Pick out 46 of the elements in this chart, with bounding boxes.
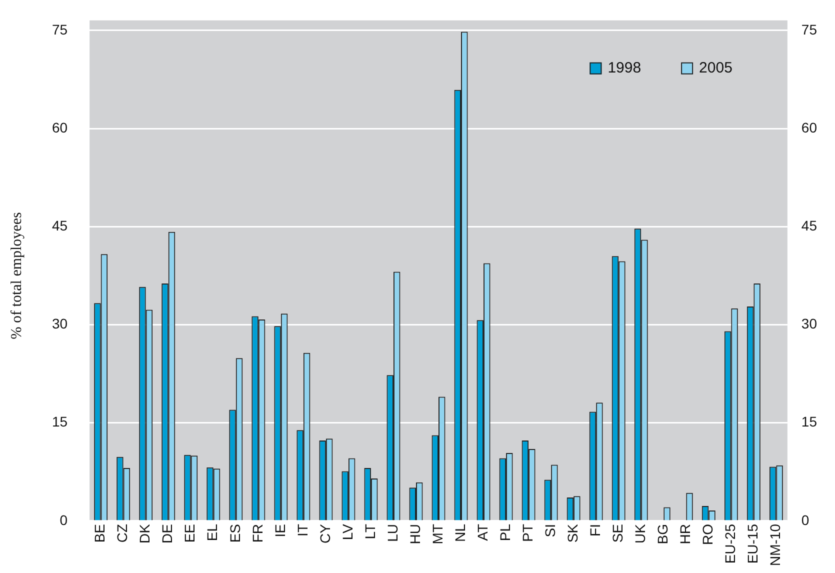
x-tick-label: LU xyxy=(384,524,400,542)
x-tick-label: PT xyxy=(519,524,536,542)
x-tick-label: RO xyxy=(699,524,716,545)
x-tick-label: AT xyxy=(474,524,490,541)
y2-tick-label: 0 xyxy=(801,512,810,528)
y2-tick-label: 60 xyxy=(801,119,818,136)
y-tick-label: 45 xyxy=(52,217,68,234)
x-tick-label: DK xyxy=(136,523,153,544)
x-tick-label: EU-15 xyxy=(744,524,761,564)
x-tick-label: EL xyxy=(204,524,220,542)
y-tick-label: 60 xyxy=(52,119,68,136)
x-tick-label: UK xyxy=(632,523,648,544)
x-tick-label: PL xyxy=(496,524,513,542)
y2-tick-label: 15 xyxy=(801,414,818,430)
y-tick-label: 0 xyxy=(60,512,68,528)
legend-label: 2005 xyxy=(699,60,732,77)
x-tick-label: EE xyxy=(182,524,198,543)
y2-tick-label: 45 xyxy=(801,217,818,234)
x-tick-label: SE xyxy=(609,524,626,543)
x-tick-label: CZ xyxy=(114,524,130,543)
x-tick-label: LV xyxy=(339,523,356,540)
x-tick-label: CY xyxy=(316,523,333,544)
x-tick-label: SI xyxy=(542,524,558,538)
x-tick-label: LT xyxy=(362,524,378,540)
x-tick-label: MT xyxy=(429,524,446,544)
x-tick-label: IE xyxy=(272,524,288,538)
y2-tick-label: 30 xyxy=(801,316,818,332)
x-tick-label: DE xyxy=(159,524,176,544)
y2-tick-label: 75 xyxy=(801,21,818,38)
x-tick-label: BE xyxy=(92,524,108,543)
x-tick-label: EU-25 xyxy=(722,524,738,564)
x-tick-label: FR xyxy=(249,524,266,543)
x-tick-label: IT xyxy=(294,524,310,536)
legend-label: 1998 xyxy=(608,60,642,77)
x-tick-label: BG xyxy=(654,524,670,544)
x-tick-label: NM-10 xyxy=(767,524,784,566)
x-tick-label: NL xyxy=(452,524,468,542)
y-tick-label: 30 xyxy=(52,316,68,332)
x-tick-label: HU xyxy=(406,524,423,544)
x-tick-label: HR xyxy=(676,524,693,544)
x-tick-label: ES xyxy=(226,524,243,543)
x-tick-label: SK xyxy=(564,523,580,543)
y-axis-title: % of total employees xyxy=(8,212,25,340)
y-tick-label: 15 xyxy=(52,414,68,430)
x-tick-label: FI xyxy=(586,524,603,536)
y-tick-label: 75 xyxy=(52,21,68,38)
